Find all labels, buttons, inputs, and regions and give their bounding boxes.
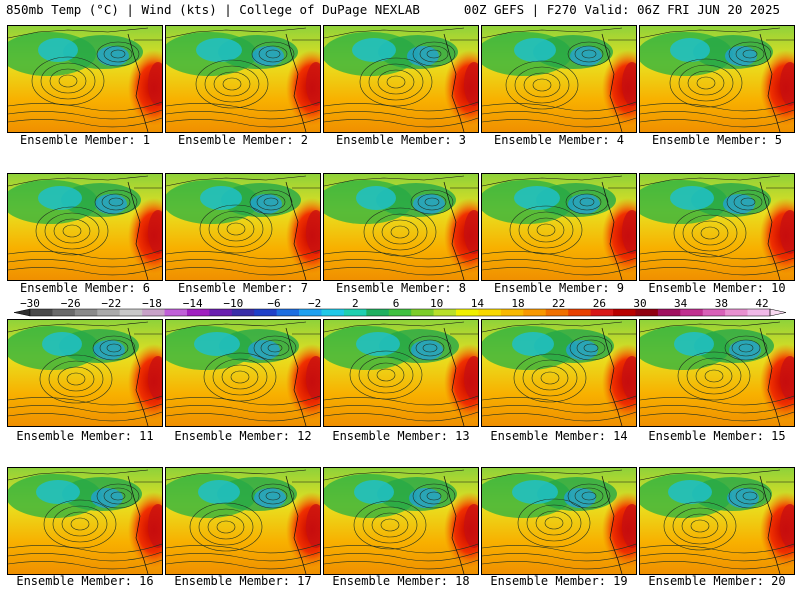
colorbar-tick-label: 22 (552, 298, 565, 310)
ensemble-map-panel (639, 25, 795, 133)
ensemble-map-panel (481, 319, 637, 427)
ensemble-map-panel (323, 25, 479, 133)
colorbar-swatch (635, 309, 659, 316)
colorbar-tick-label: −26 (61, 298, 81, 310)
colorbar-tick-label: −14 (183, 298, 203, 310)
colorbar-tick-label: 2 (352, 298, 359, 310)
ensemble-map-panel (165, 25, 321, 133)
ensemble-map-panel (323, 319, 479, 427)
ensemble-map-panel (639, 173, 795, 281)
colorbar-tick-label: 10 (430, 298, 443, 310)
ensemble-member-label: Ensemble Member: 17 (174, 574, 312, 588)
colorbar-swatch (680, 309, 704, 316)
ensemble-map-panel (7, 467, 163, 575)
colorbar-swatch (545, 309, 569, 316)
ensemble-map-panel (481, 173, 637, 281)
colorbar-tick-label: −2 (308, 298, 321, 310)
ensemble-member-label: Ensemble Member: 15 (648, 429, 786, 443)
colorbar-swatch (411, 309, 434, 316)
colorbar-swatch (478, 309, 502, 316)
colorbar-swatch (164, 309, 188, 316)
colorbar-tick-label: −22 (101, 298, 121, 310)
ensemble-member-label: Ensemble Member: 4 (493, 133, 625, 147)
ensemble-map-panel (7, 25, 163, 133)
colorbar-swatch (388, 309, 412, 316)
colorbar-min-arrow (13, 308, 31, 317)
colorbar-swatch (366, 309, 390, 316)
ensemble-member-label: Ensemble Member: 11 (16, 429, 154, 443)
colorbar-swatch (30, 309, 53, 316)
ensemble-member-label: Ensemble Member: 14 (490, 429, 628, 443)
colorbar-swatch (568, 309, 591, 316)
ensemble-member-label: Ensemble Member: 2 (177, 133, 309, 147)
colorbar-swatch (747, 309, 771, 316)
ensemble-member-label: Ensemble Member: 20 (648, 574, 786, 588)
ensemble-member-label: Ensemble Member: 12 (174, 429, 312, 443)
colorbar-tick-label: 6 (393, 298, 400, 310)
colorbar-tick-label: −10 (223, 298, 243, 310)
colorbar-tick-label: −18 (142, 298, 162, 310)
colorbar-tick-label: 14 (471, 298, 485, 310)
colorbar-swatch (433, 309, 457, 316)
colorbar-tick-label: 18 (511, 298, 524, 310)
colorbar-tick-label: 30 (633, 298, 646, 310)
ensemble-map-panel (639, 319, 795, 427)
ensemble-map-panel (165, 319, 321, 427)
colorbar-swatch (321, 309, 345, 316)
ensemble-map-panel (7, 173, 163, 281)
ensemble-member-label: Ensemble Member: 19 (490, 574, 628, 588)
colorbar-swatch (186, 309, 210, 316)
colorbar-swatch (657, 309, 681, 316)
ensemble-member-label: Ensemble Member: 13 (332, 429, 470, 443)
ensemble-member-label: Ensemble Member: 16 (16, 574, 154, 588)
colorbar-swatch (725, 309, 748, 316)
colorbar-swatch (209, 309, 233, 316)
colorbar-tick-label: 38 (715, 298, 728, 310)
colorbar-swatch (142, 309, 165, 316)
colorbar-swatch (52, 309, 76, 316)
colorbar-swatch (299, 309, 322, 316)
ensemble-map-panel (323, 173, 479, 281)
colorbar-swatch (456, 309, 479, 316)
colorbar-swatch (254, 309, 277, 316)
colorbar-tick-label: 34 (674, 298, 688, 310)
colorbar-swatch (523, 309, 547, 316)
ensemble-map-panel (165, 173, 321, 281)
colorbar-tick-label: 26 (593, 298, 606, 310)
ensemble-map-panel (639, 467, 795, 575)
ensemble-member-label: Ensemble Member: 9 (493, 281, 625, 295)
ensemble-member-label: Ensemble Member: 7 (177, 281, 309, 295)
colorbar-swatch (590, 309, 614, 316)
ensemble-member-label: Ensemble Member: 10 (648, 281, 786, 295)
colorbar-swatch (276, 309, 300, 316)
ensemble-map-panel (323, 467, 479, 575)
colorbar-swatch (74, 309, 98, 316)
colorbar-tick-label: 42 (755, 298, 768, 310)
ensemble-map-panel (165, 467, 321, 575)
ensemble-member-label: Ensemble Member: 6 (19, 281, 151, 295)
ensemble-map-panel (481, 25, 637, 133)
colorbar-swatch (231, 309, 255, 316)
colorbar-swatch (500, 309, 524, 316)
ensemble-map-panel (481, 467, 637, 575)
colorbar-swatch (97, 309, 120, 316)
colorbar-swatch (702, 309, 726, 316)
temperature-colorbar: −30 −26 −22 −18 −14 −10 −6 −2 2 6 10 14 18 22 26 30 34 38… (13, 298, 787, 317)
colorbar-tick-label: −6 (267, 298, 280, 310)
ensemble-map-panel (7, 319, 163, 427)
run-valid-time: 00Z GEFS | F270 Valid: 06Z FRI JUN 20 20… (463, 2, 780, 17)
ensemble-member-label: Ensemble Member: 1 (19, 133, 151, 147)
map-title: 850mb Temp (°C) | Wind (kts) | College o… (6, 2, 420, 17)
ensemble-member-label: Ensemble Member: 18 (332, 574, 470, 588)
ensemble-member-label: Ensemble Member: 8 (335, 281, 467, 295)
colorbar-swatch (343, 309, 367, 316)
colorbar-max-arrow (769, 308, 787, 317)
colorbar-tick-label: −30 (20, 298, 40, 310)
colorbar-swatch (119, 309, 143, 316)
ensemble-member-label: Ensemble Member: 5 (651, 133, 783, 147)
colorbar-swatch (613, 309, 636, 316)
ensemble-member-label: Ensemble Member: 3 (335, 133, 467, 147)
